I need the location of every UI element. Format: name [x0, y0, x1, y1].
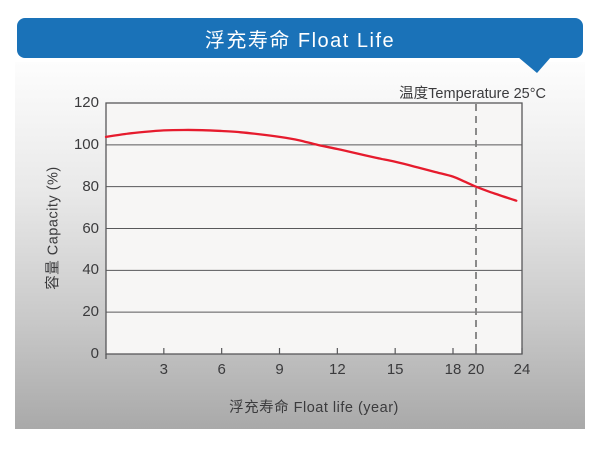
x-tick-label: 20: [467, 361, 485, 378]
x-tick-label: 24: [513, 361, 531, 378]
x-tick-label: 9: [275, 361, 284, 378]
y-tick-label: 120: [73, 94, 99, 111]
y-tick-label: 40: [82, 261, 99, 279]
x-axis-title: 浮充寿命 Float life (year): [229, 400, 399, 416]
x-tick-label: 6: [217, 361, 226, 378]
title-banner: 浮充寿命 Float Life: [17, 18, 583, 58]
x-tick-label: 12: [328, 361, 346, 378]
y-tick-label: 0: [90, 345, 99, 362]
x-tick-label: 18: [444, 361, 462, 378]
x-tick-label: 3: [159, 361, 168, 378]
y-tick-label: 20: [82, 303, 99, 321]
page-title: 浮充寿命 Float Life: [204, 29, 396, 52]
y-tick-label: 80: [82, 177, 99, 195]
temperature-annotation: 温度Temperature 25°C: [399, 86, 546, 102]
plot-area: [106, 103, 522, 354]
y-tick-label: 60: [82, 219, 99, 237]
y-axis-title: 容量 Capacity (%): [45, 166, 62, 290]
x-tick-label: 15: [386, 361, 404, 378]
y-tick-label: 100: [73, 135, 99, 153]
